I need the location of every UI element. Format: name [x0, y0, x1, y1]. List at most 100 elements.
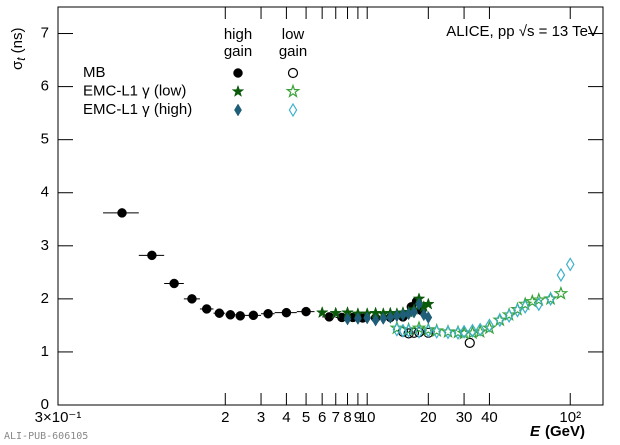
marker-star [501, 306, 517, 322]
marker-diamond [513, 303, 522, 318]
y-tick-label: 0 [41, 396, 49, 413]
marker-circle [201, 304, 212, 314]
annotation: ALICE, pp √s = 13 TeV [446, 23, 598, 40]
marker-diamond [534, 297, 544, 312]
marker-star [389, 320, 405, 335]
marker-diamond [410, 305, 418, 319]
marker-star [553, 285, 569, 300]
marker-circle [301, 306, 311, 317]
x-tick-label: 2 [221, 409, 229, 426]
marker-diamond [475, 322, 485, 337]
legend-label: EMC-L1 γ (high) [83, 101, 192, 118]
marker-diamond [386, 310, 395, 324]
marker-star [524, 293, 540, 308]
marker-diamond [424, 323, 433, 338]
x-tick-label: 5 [302, 409, 310, 426]
marker-diamond [468, 323, 477, 338]
watermark: ALI-PUB-606105 [4, 431, 88, 442]
marker-circle [281, 307, 292, 318]
marker-circle [464, 337, 475, 349]
x-tick-label: 7 [332, 409, 340, 426]
marker-star [543, 291, 559, 306]
legend-header: gain [224, 43, 252, 60]
plot-frame [57, 6, 604, 406]
legend-header: high [224, 26, 252, 43]
marker-star [231, 84, 245, 98]
x-tick-label: 3 [257, 409, 265, 426]
x-tick-label: 20 [420, 409, 437, 426]
legend-label: EMC-L1 γ (low) [83, 82, 186, 99]
legend-header: low [282, 26, 305, 43]
marker-diamond [363, 311, 372, 325]
marker-circle [169, 278, 179, 289]
marker-diamond [556, 267, 566, 283]
marker-star [420, 321, 436, 336]
y-tick-label: 1 [41, 343, 49, 360]
legend-label: MB [83, 64, 106, 81]
marker-diamond [392, 309, 401, 323]
marker-diamond [419, 308, 428, 322]
marker-diamond [495, 312, 505, 328]
y-tick-label: 4 [41, 184, 49, 201]
marker-star [329, 306, 343, 319]
marker-diamond [343, 312, 352, 326]
marker-diamond [443, 325, 453, 340]
x-label-unit: (GeV) [545, 423, 585, 440]
y-tick-label: 5 [41, 131, 49, 148]
x-tick-label: 3×10⁻¹ [35, 409, 82, 426]
marker-circle [287, 67, 299, 79]
marker-circle [214, 308, 225, 318]
x-tick-label: 6 [318, 409, 326, 426]
marker-circle [248, 310, 259, 321]
marker-circle [225, 310, 236, 320]
marker-diamond [485, 318, 494, 333]
marker-star [531, 292, 547, 307]
marker-diamond [415, 297, 423, 311]
y-tick-label: 7 [41, 25, 49, 42]
marker-diamond [546, 291, 555, 307]
marker-diamond [379, 312, 388, 325]
marker-diamond [371, 313, 380, 327]
marker-star [315, 305, 329, 319]
marker-diamond [398, 323, 408, 338]
marker-star [411, 320, 427, 335]
y-tick-label: 6 [41, 78, 49, 95]
marker-diamond [404, 323, 413, 338]
x-tick-label: 40 [481, 409, 498, 426]
x-label-symbol: E [530, 423, 541, 440]
x-tick-label: 10² [559, 409, 581, 426]
y-tick-label: 3 [41, 237, 49, 254]
marker-circle [147, 250, 157, 261]
x-tick-label: 9 [354, 409, 362, 426]
y-axis-label: σt (ns) [9, 28, 28, 70]
marker-diamond [565, 257, 575, 272]
y-label-sub: t [14, 57, 28, 61]
marker-diamond [432, 324, 442, 339]
marker-diamond [504, 308, 514, 324]
marker-circle [235, 311, 246, 321]
y-label-symbol: σ [9, 60, 26, 70]
marker-circle [117, 208, 127, 218]
marker-diamond [424, 310, 433, 324]
y-label-unit: (ns) [9, 28, 26, 54]
marker-diamond [520, 299, 530, 314]
marker-star [450, 324, 466, 339]
marker-star [429, 322, 445, 338]
y-tick-label: 2 [41, 290, 49, 307]
marker-circle [233, 68, 243, 78]
marker-diamond [234, 103, 242, 117]
marker-diamond [392, 322, 402, 337]
marker-diamond [459, 324, 469, 339]
legend-header: gain [279, 43, 307, 60]
marker-diamond [288, 102, 298, 118]
x-tick-label: 30 [456, 409, 473, 426]
x-tick-label: 4 [282, 409, 290, 426]
marker-star [421, 297, 435, 310]
marker-diamond [354, 312, 362, 325]
x-axis-label: E (GeV) [530, 423, 585, 440]
x-tick-label: 10 [359, 409, 376, 426]
marker-circle [263, 308, 273, 319]
x-tick-label: 8 [343, 409, 351, 426]
marker-circle [187, 294, 197, 304]
